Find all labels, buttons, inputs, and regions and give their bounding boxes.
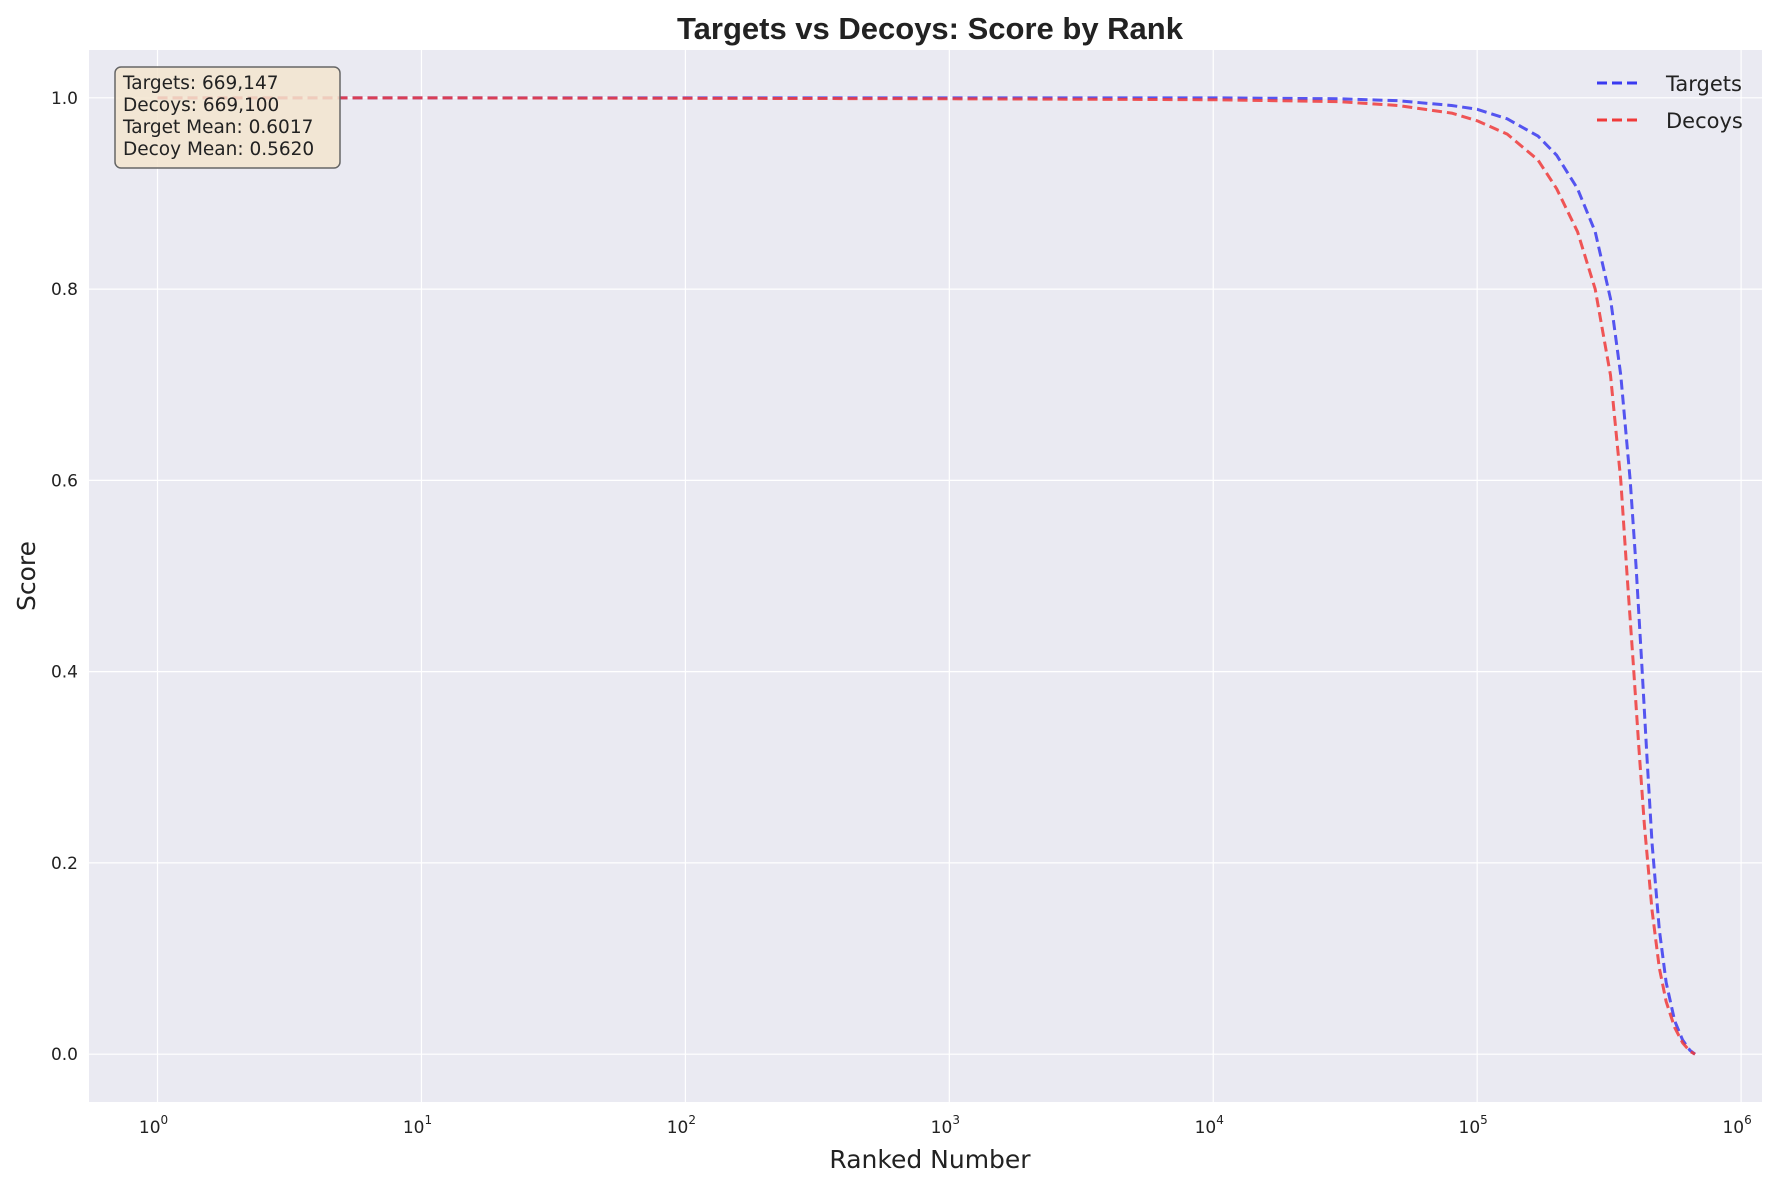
grid	[89, 50, 1762, 1102]
x-tick-label: 106	[1722, 1113, 1751, 1138]
chart-title: Targets vs Decoys: Score by Rank	[677, 11, 1184, 46]
stats-box: Targets: 669,147 Decoys: 669,100 Target …	[114, 66, 341, 169]
series-line-decoys	[157, 96, 1696, 1056]
stats-targets-count: Targets: 669,147	[122, 73, 279, 94]
y-tick-label: 0.2	[51, 854, 78, 874]
y-tick-label: 0.4	[51, 663, 78, 683]
stats-decoys-count: Decoys: 669,100	[123, 95, 279, 116]
series-layer	[157, 96, 1696, 1056]
x-axis-label: Ranked Number	[829, 1145, 1031, 1174]
y-axis-label: Score	[12, 541, 41, 611]
legend-label-decoys: Decoys	[1666, 109, 1743, 133]
x-tick-label: 103	[931, 1113, 960, 1138]
y-tick-label: 0.0	[51, 1045, 78, 1065]
y-axis-ticks: 0.0 0.2 0.4 0.6 0.8 1.0	[51, 89, 78, 1065]
legend: Targets Decoys	[1597, 72, 1743, 133]
y-tick-label: 1.0	[51, 89, 78, 109]
stats-target-mean: Target Mean: 0.6017	[122, 117, 313, 138]
stats-box-background	[114, 66, 341, 169]
x-tick-label: 104	[1195, 1113, 1224, 1138]
series-line-targets	[157, 96, 1696, 1056]
plot-area	[89, 50, 1762, 1102]
x-tick-label: 101	[403, 1113, 432, 1138]
x-tick-label: 100	[139, 1113, 168, 1138]
x-tick-label: 105	[1459, 1113, 1488, 1138]
stats-decoy-mean: Decoy Mean: 0.5620	[123, 139, 314, 160]
y-tick-label: 0.8	[51, 280, 78, 300]
x-axis-ticks: 100 101 102 103 104 105 106	[139, 1113, 1752, 1138]
y-tick-label: 0.6	[51, 471, 78, 491]
legend-label-targets: Targets	[1665, 72, 1742, 96]
x-tick-label: 102	[667, 1113, 696, 1138]
